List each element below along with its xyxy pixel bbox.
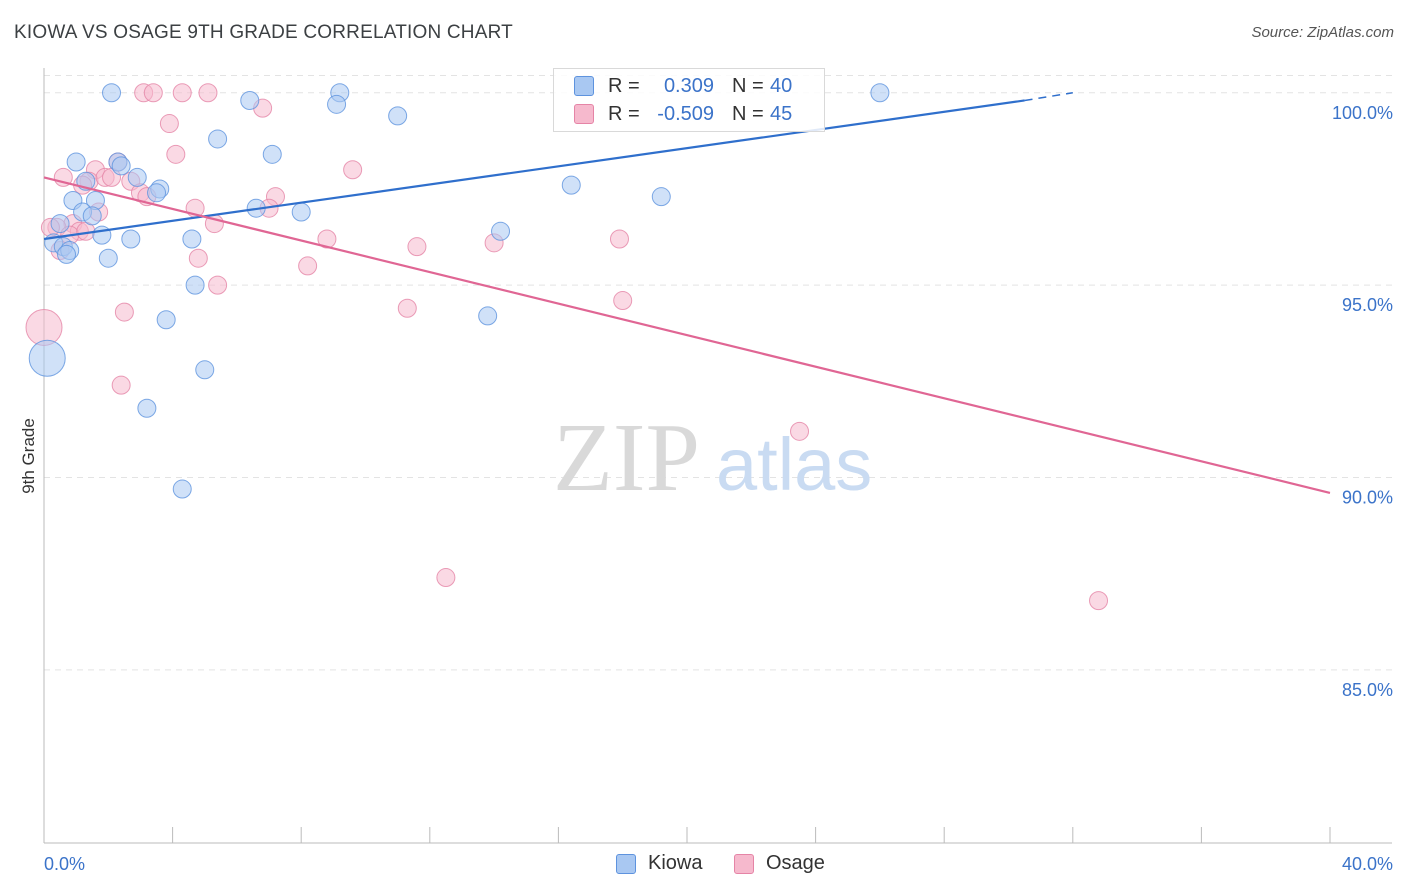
bottom-kiowa-label: Kiowa xyxy=(648,852,703,874)
kiowa-point xyxy=(172,479,192,499)
osage-point xyxy=(298,256,318,276)
osage-swatch xyxy=(574,104,594,124)
kiowa-point xyxy=(478,306,498,326)
osage-point xyxy=(407,237,427,257)
osage-point xyxy=(317,229,337,249)
x-tick-label: 0.0% xyxy=(44,854,85,874)
y-axis-label: 9th Grade xyxy=(19,418,38,494)
osage-point xyxy=(343,160,363,180)
osage-r-label: R = xyxy=(608,102,640,125)
bottom-osage-label: Osage xyxy=(766,852,825,874)
kiowa-trend-extension xyxy=(1024,92,1073,102)
kiowa-r-label: R = xyxy=(608,74,640,97)
osage-point xyxy=(613,291,633,311)
kiowa-point xyxy=(262,144,282,164)
bottom-osage-swatch xyxy=(734,853,754,874)
kiowa-point xyxy=(388,106,408,126)
kiowa-point xyxy=(28,339,66,377)
kiowa-point xyxy=(102,83,122,103)
osage-n-value: 45 xyxy=(770,102,793,125)
grid-lines xyxy=(44,74,1392,671)
osage-point xyxy=(172,83,192,103)
kiowa-point xyxy=(147,183,167,203)
osage-point xyxy=(609,229,629,249)
bottom-kiowa-swatch xyxy=(616,853,636,874)
kiowa-point xyxy=(870,83,890,103)
osage-point xyxy=(198,83,218,103)
kiowa-swatch xyxy=(574,76,594,96)
kiowa-point xyxy=(182,229,202,249)
osage-point xyxy=(790,421,810,441)
kiowa-point xyxy=(195,360,215,380)
kiowa-r-value: 0.309 xyxy=(663,74,714,97)
kiowa-point xyxy=(50,214,70,234)
kiowa-point xyxy=(111,156,131,176)
osage-point xyxy=(166,144,186,164)
osage-point xyxy=(188,248,208,268)
trend-lines xyxy=(43,92,1331,494)
chart-title: KIOWA VS OSAGE 9TH GRADE CORRELATION CHA… xyxy=(14,22,513,43)
kiowa-point xyxy=(127,167,147,187)
kiowa-point xyxy=(208,129,228,149)
kiowa-point xyxy=(98,248,118,268)
kiowa-point xyxy=(156,310,176,330)
axes xyxy=(43,68,1392,844)
osage-point xyxy=(114,302,134,322)
y-tick-label: 90.0% xyxy=(1342,488,1393,508)
stats-legend: R = 0.309 N = 40 R = -0.509 N = 45 xyxy=(553,68,825,132)
y-tick-label: 100.0% xyxy=(1332,103,1393,123)
bottom-legend-kiowa: Kiowa xyxy=(616,852,702,875)
osage-n-label: N = xyxy=(732,102,764,125)
kiowa-points xyxy=(28,83,890,499)
kiowa-point xyxy=(185,275,205,295)
kiowa-point xyxy=(57,244,77,264)
legend-row-kiowa: R = 0.309 N = 40 xyxy=(574,73,792,99)
kiowa-point xyxy=(121,229,141,249)
osage-point xyxy=(143,83,163,103)
kiowa-n-label: N = xyxy=(732,74,764,97)
osage-point xyxy=(208,275,228,295)
legend-row-osage: R = -0.509 N = 45 xyxy=(574,101,792,127)
kiowa-point xyxy=(291,202,311,222)
kiowa-point xyxy=(66,152,86,172)
watermark: ZIP atlas xyxy=(553,404,872,512)
bottom-legend-osage: Osage xyxy=(734,852,825,875)
kiowa-point xyxy=(491,221,511,241)
tick-labels: 100.0% 95.0% 90.0% 85.0% 0.0% 40.0% xyxy=(44,103,1393,874)
osage-point xyxy=(159,114,179,134)
osage-point xyxy=(397,298,417,318)
kiowa-point xyxy=(82,206,102,226)
osage-point xyxy=(1089,591,1109,611)
y-tick-label: 95.0% xyxy=(1342,295,1393,315)
watermark-zip: ZIP xyxy=(553,404,700,512)
x-tick-label: 40.0% xyxy=(1342,854,1393,874)
y-tick-label: 85.0% xyxy=(1342,680,1393,700)
osage-trend-line xyxy=(43,176,1331,494)
kiowa-point xyxy=(651,187,671,207)
osage-point xyxy=(436,568,456,588)
kiowa-n-value: 40 xyxy=(770,74,793,97)
kiowa-trend-line xyxy=(43,99,1025,241)
kiowa-point xyxy=(137,398,157,418)
kiowa-point xyxy=(327,94,347,114)
osage-point xyxy=(111,375,131,395)
osage-points xyxy=(25,83,1109,611)
source-label: Source: ZipAtlas.com xyxy=(1251,24,1394,41)
kiowa-point xyxy=(561,175,581,195)
osage-r-value: -0.509 xyxy=(657,102,714,125)
kiowa-point xyxy=(240,90,260,110)
